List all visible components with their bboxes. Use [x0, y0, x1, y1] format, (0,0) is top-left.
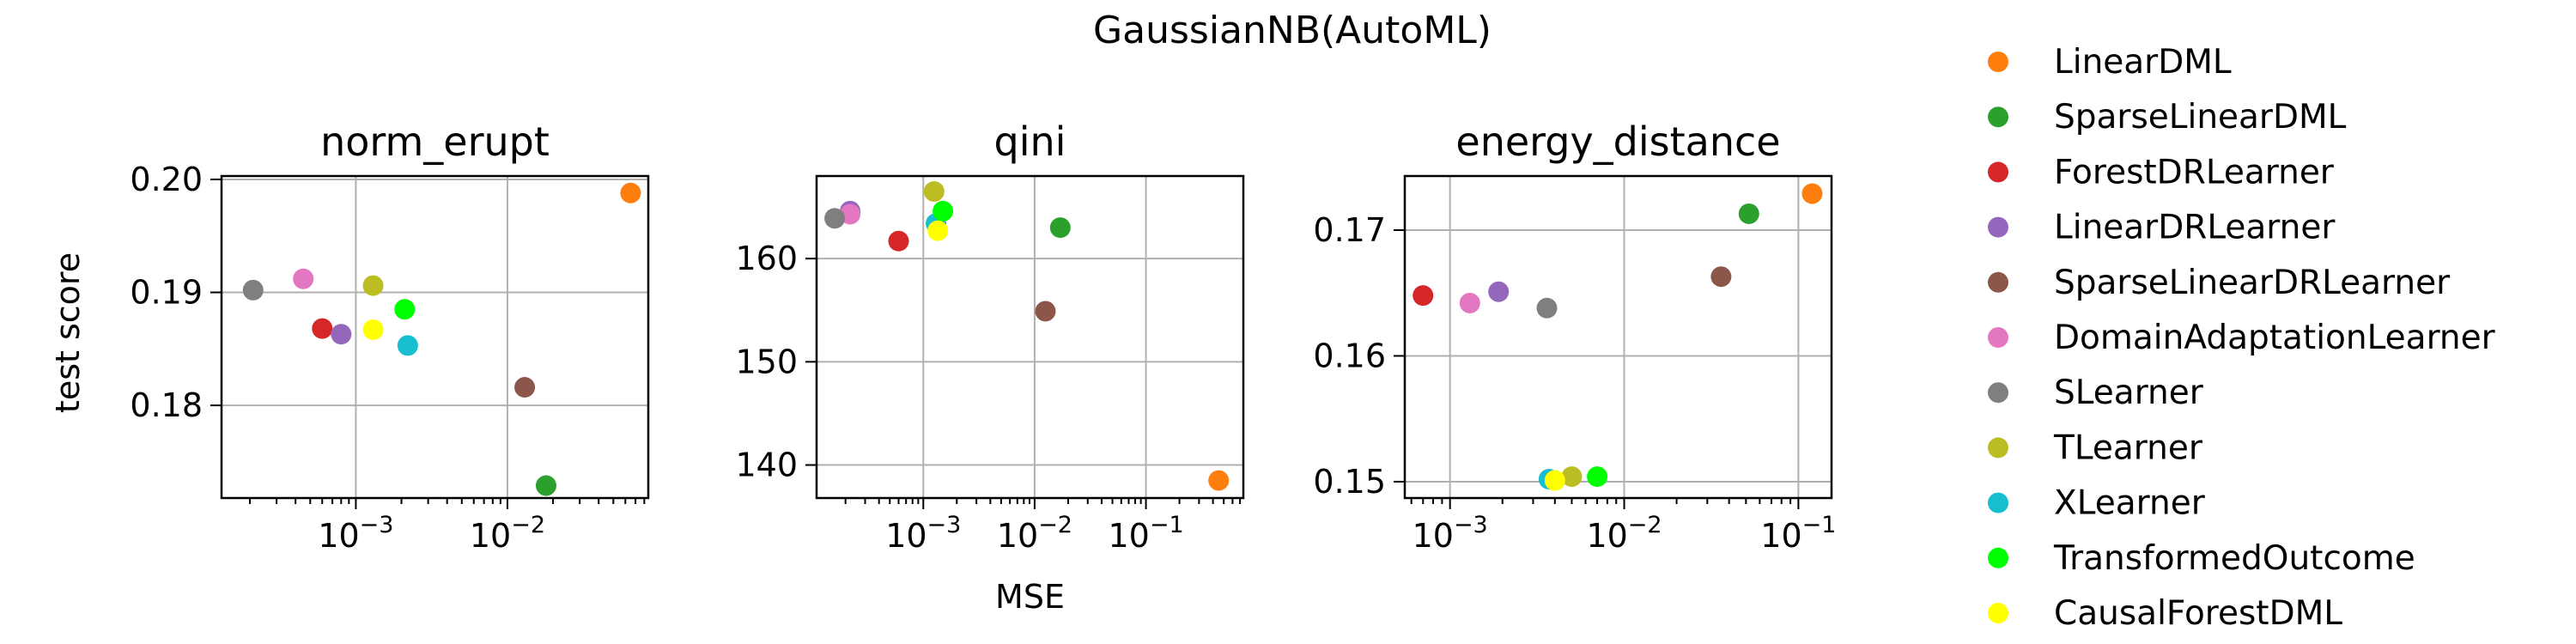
point-forestdrlearner	[312, 318, 333, 339]
legend-marker	[1988, 161, 2008, 183]
legend-item-domainadaptationlearner: DomainAdaptationLearner	[1988, 319, 2496, 357]
point-causalforestdml	[1544, 470, 1565, 491]
subplot-qini: 10−3 10−2 10−1 140 150 160 qini MSE	[735, 118, 1245, 616]
subplot-title: qini	[994, 118, 1066, 165]
gridlines	[222, 176, 648, 498]
legend-marker	[1988, 216, 2008, 238]
y-tick-label: 140	[735, 447, 798, 484]
y-tick-label: 0.16	[1313, 337, 1386, 374]
subplot-title: norm_erupt	[320, 118, 550, 165]
point-causalforestdml	[362, 319, 384, 340]
x-tick-label: 10−2	[997, 512, 1072, 555]
legend-marker	[1988, 603, 2008, 623]
y-tick-label: 0.19	[130, 274, 203, 312]
legend-marker	[1988, 547, 2008, 568]
legend-label: CausalForestDML	[2054, 594, 2342, 633]
point-transformedoutcome	[1587, 466, 1608, 488]
legend-label: SparseLinearDRLearner	[2054, 264, 2451, 302]
point-lineardml	[620, 182, 641, 204]
x-tick-label: 10−3	[1413, 512, 1488, 555]
x-tick-label: 10−2	[470, 512, 545, 555]
point-sparselineardml	[1049, 217, 1071, 239]
legend-label: LinearDML	[2054, 43, 2232, 82]
legend-item-lineardml: LinearDML	[1988, 43, 2232, 82]
axes-frame	[1403, 174, 1833, 500]
point-forestdrlearner	[888, 230, 909, 252]
point-causalforestdml	[927, 220, 949, 241]
legend-marker	[1988, 492, 2008, 513]
legend-marker	[1988, 106, 2008, 128]
point-tlearner	[1561, 466, 1583, 488]
legend-label: SLearner	[2054, 374, 2204, 412]
y-tick-label: 0.17	[1313, 211, 1386, 249]
legend-label: TransformedOutcome	[2053, 539, 2415, 578]
y-tick-label: 160	[735, 240, 798, 277]
point-lineardrlearner	[331, 324, 352, 345]
y-tick-label: 0.20	[130, 161, 203, 198]
legend-label: LinearDRLearner	[2054, 209, 2336, 247]
figure-title: GaussianNB(AutoML)	[1093, 9, 1492, 52]
x-axis-label: MSE	[995, 578, 1065, 616]
point-domainadaptationlearner	[293, 268, 314, 289]
legend-item-forestdrlearner: ForestDRLearner	[1988, 153, 2335, 191]
point-slearner	[242, 279, 264, 301]
point-transformedoutcome	[933, 200, 954, 222]
point-slearner	[824, 208, 846, 229]
legend-item-sparselineardml: SparseLinearDML	[1988, 98, 2347, 137]
legend-item-sparselineardrlearner: SparseLinearDRLearner	[1988, 264, 2451, 302]
point-sparselineardrlearner	[514, 377, 536, 398]
y-tick-label: 0.15	[1313, 463, 1386, 501]
point-lineardml	[1801, 183, 1823, 204]
point-forestdrlearner	[1413, 285, 1434, 307]
legend-item-causalforestdml: CausalForestDML	[1988, 594, 2342, 633]
legend-item-slearner: SLearner	[1988, 374, 2204, 412]
legend-label: ForestDRLearner	[2054, 153, 2335, 191]
gridlines	[817, 176, 1243, 498]
legend-marker	[1988, 271, 2008, 293]
point-lineardml	[1208, 470, 1230, 491]
x-tick-label: 10−3	[318, 512, 393, 555]
point-sparselineardml	[535, 475, 556, 496]
point-slearner	[1536, 297, 1558, 319]
legend-marker	[1988, 52, 2008, 72]
legend: LinearDML SparseLinearDML ForestDRLearner L…	[1988, 43, 2496, 633]
legend-marker	[1988, 327, 2008, 348]
y-tick-label: 150	[735, 343, 798, 380]
legend-marker	[1988, 382, 2008, 404]
point-transformedoutcome	[394, 299, 416, 320]
legend-label: DomainAdaptationLearner	[2054, 319, 2496, 357]
legend-marker	[1988, 437, 2008, 459]
point-domainadaptationlearner	[1459, 292, 1480, 313]
legend-item-transformedoutcome: TransformedOutcome	[1988, 539, 2415, 578]
axes-frame	[220, 174, 650, 500]
axes-frame	[815, 174, 1245, 500]
legend-item-lineardrlearner: LinearDRLearner	[1988, 209, 2336, 247]
point-tlearner	[923, 181, 945, 203]
y-axis-label: test score	[49, 252, 87, 413]
legend-label: XLearner	[2054, 484, 2206, 523]
legend-item-tlearner: TLearner	[1988, 428, 2203, 467]
legend-label: TLearner	[2053, 428, 2203, 467]
subplot-energy-distance: 10−3 10−2 10−1 0.15 0.16 0.17 energy_distance	[1313, 118, 1836, 555]
point-tlearner	[362, 275, 384, 296]
gridlines	[1405, 176, 1832, 498]
y-tick-label: 0.18	[130, 386, 203, 424]
point-xlearner	[397, 335, 418, 356]
point-lineardrlearner	[1488, 281, 1510, 302]
x-tick-label: 10−3	[885, 512, 961, 555]
point-sparselineardrlearner	[1710, 266, 1732, 288]
legend-label: SparseLinearDML	[2054, 98, 2347, 137]
legend-item-xlearner: XLearner	[1988, 484, 2206, 523]
point-sparselineardrlearner	[1035, 301, 1056, 322]
x-tick-label: 10−1	[1760, 512, 1836, 555]
x-tick-label: 10−2	[1586, 512, 1662, 555]
x-tick-label: 10−1	[1108, 512, 1183, 555]
point-sparselineardml	[1738, 203, 1759, 224]
subplot-title: energy_distance	[1455, 118, 1780, 165]
